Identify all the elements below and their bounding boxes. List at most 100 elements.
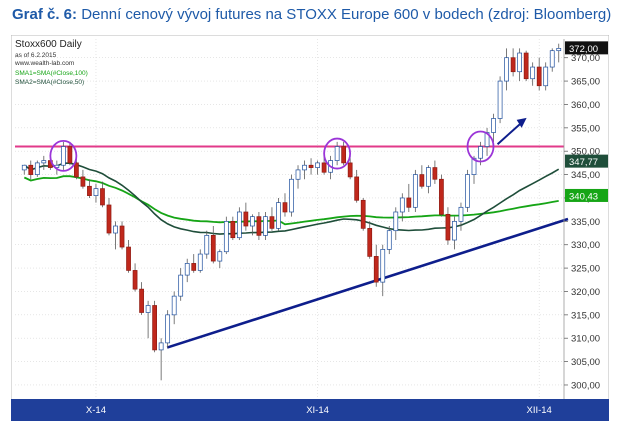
candle-body [34, 162, 40, 175]
candle-body [478, 146, 483, 159]
x-tick-label: XI-14 [306, 405, 329, 416]
candle [263, 211, 268, 241]
candle [458, 202, 464, 231]
chart-frame: 300,00 305,00 310,00 315,00 320,00 325,00 330,… [10, 34, 610, 422]
candle [399, 193, 405, 222]
candle [276, 197, 281, 231]
candle-body [171, 295, 177, 316]
candle-body [139, 288, 144, 313]
candle [21, 164, 27, 175]
candle [530, 62, 536, 86]
candle [439, 174, 444, 217]
candle [556, 43, 562, 63]
candle [302, 160, 307, 180]
support-trendline [166, 217, 569, 349]
candle [236, 207, 242, 241]
candle-body [354, 176, 360, 201]
candle [386, 226, 392, 255]
candle-body [184, 263, 190, 276]
candle [67, 141, 73, 166]
candle-body [530, 66, 536, 80]
y-tick-label: 330,00 [571, 240, 600, 251]
candle-body [504, 57, 509, 82]
candle-body [426, 167, 431, 187]
candle-body [223, 220, 229, 253]
y-tick-label: 350,00 [571, 147, 600, 158]
price-label: 340,43 [569, 191, 598, 202]
candle-body [80, 176, 86, 187]
candle-body [210, 235, 216, 262]
caption-label: Graf č. 6: [12, 6, 78, 23]
y-tick-label: 310,00 [571, 334, 600, 345]
candle-body [536, 66, 542, 87]
candle [549, 48, 555, 72]
candle [256, 211, 262, 241]
y-tick-label: 360,00 [571, 100, 600, 111]
candle-body [100, 188, 105, 206]
candle [289, 174, 294, 217]
candles [21, 43, 562, 381]
candle-body [119, 225, 125, 248]
candle-body [334, 146, 340, 161]
candle [106, 197, 112, 236]
candle [126, 240, 131, 273]
candle-body [93, 188, 99, 196]
candle-body [543, 66, 549, 87]
candle-body [471, 157, 477, 175]
candle [491, 113, 496, 142]
candle [93, 183, 99, 203]
sma2-line [23, 162, 560, 235]
trendlines [15, 145, 569, 349]
candle [158, 338, 164, 381]
price-label: 347,77 [569, 157, 598, 168]
y-tick-label: 355,00 [571, 123, 600, 134]
candle [426, 165, 431, 194]
candle [465, 169, 470, 212]
candle-body [399, 197, 405, 213]
candlestick-chart: 300,00 305,00 310,00 315,00 320,00 325,00 330,… [10, 34, 610, 422]
candle-body [308, 164, 314, 168]
candle-body [197, 253, 203, 271]
candle [367, 221, 373, 259]
candle-body [60, 146, 66, 166]
sma1-line [23, 175, 559, 226]
candle [504, 48, 509, 91]
candle [217, 249, 223, 269]
candle-body [556, 48, 562, 52]
candle-body [276, 202, 281, 229]
candle [210, 226, 216, 264]
candle-body [439, 178, 444, 215]
candle-body [367, 228, 373, 257]
price-label-box [565, 41, 608, 55]
candle-body [321, 162, 327, 173]
candle [250, 214, 255, 236]
candle-body [380, 249, 386, 283]
y-tick-label: 370,00 [571, 53, 600, 64]
moving-averages [23, 162, 560, 235]
candle [523, 50, 529, 82]
candle-body [412, 174, 418, 208]
candle-body [452, 220, 457, 241]
highlight-circle [466, 130, 495, 163]
candle-body [243, 211, 249, 227]
candle-body [295, 169, 301, 180]
candle-body [145, 305, 151, 313]
candle [223, 216, 229, 255]
candle-body [256, 216, 262, 236]
candle-body [491, 118, 496, 133]
candle-body [393, 211, 399, 232]
candle [119, 221, 125, 250]
candle [34, 160, 40, 177]
x-axis-bar [11, 399, 609, 421]
candle-body [445, 213, 451, 241]
candle [517, 48, 523, 82]
chart-header: Stoxx600 Daily as of 6.2.2015 www.wealth… [14, 39, 88, 86]
chart-subtitle: as of 6.2.2015 [15, 52, 57, 59]
candle-body [406, 197, 412, 208]
price-label: 372,00 [569, 44, 598, 55]
candle [197, 249, 203, 273]
candle-body [373, 256, 379, 283]
legend-sma2: SMA2=SMA(#Close,50) [15, 79, 84, 86]
candle [28, 160, 34, 180]
